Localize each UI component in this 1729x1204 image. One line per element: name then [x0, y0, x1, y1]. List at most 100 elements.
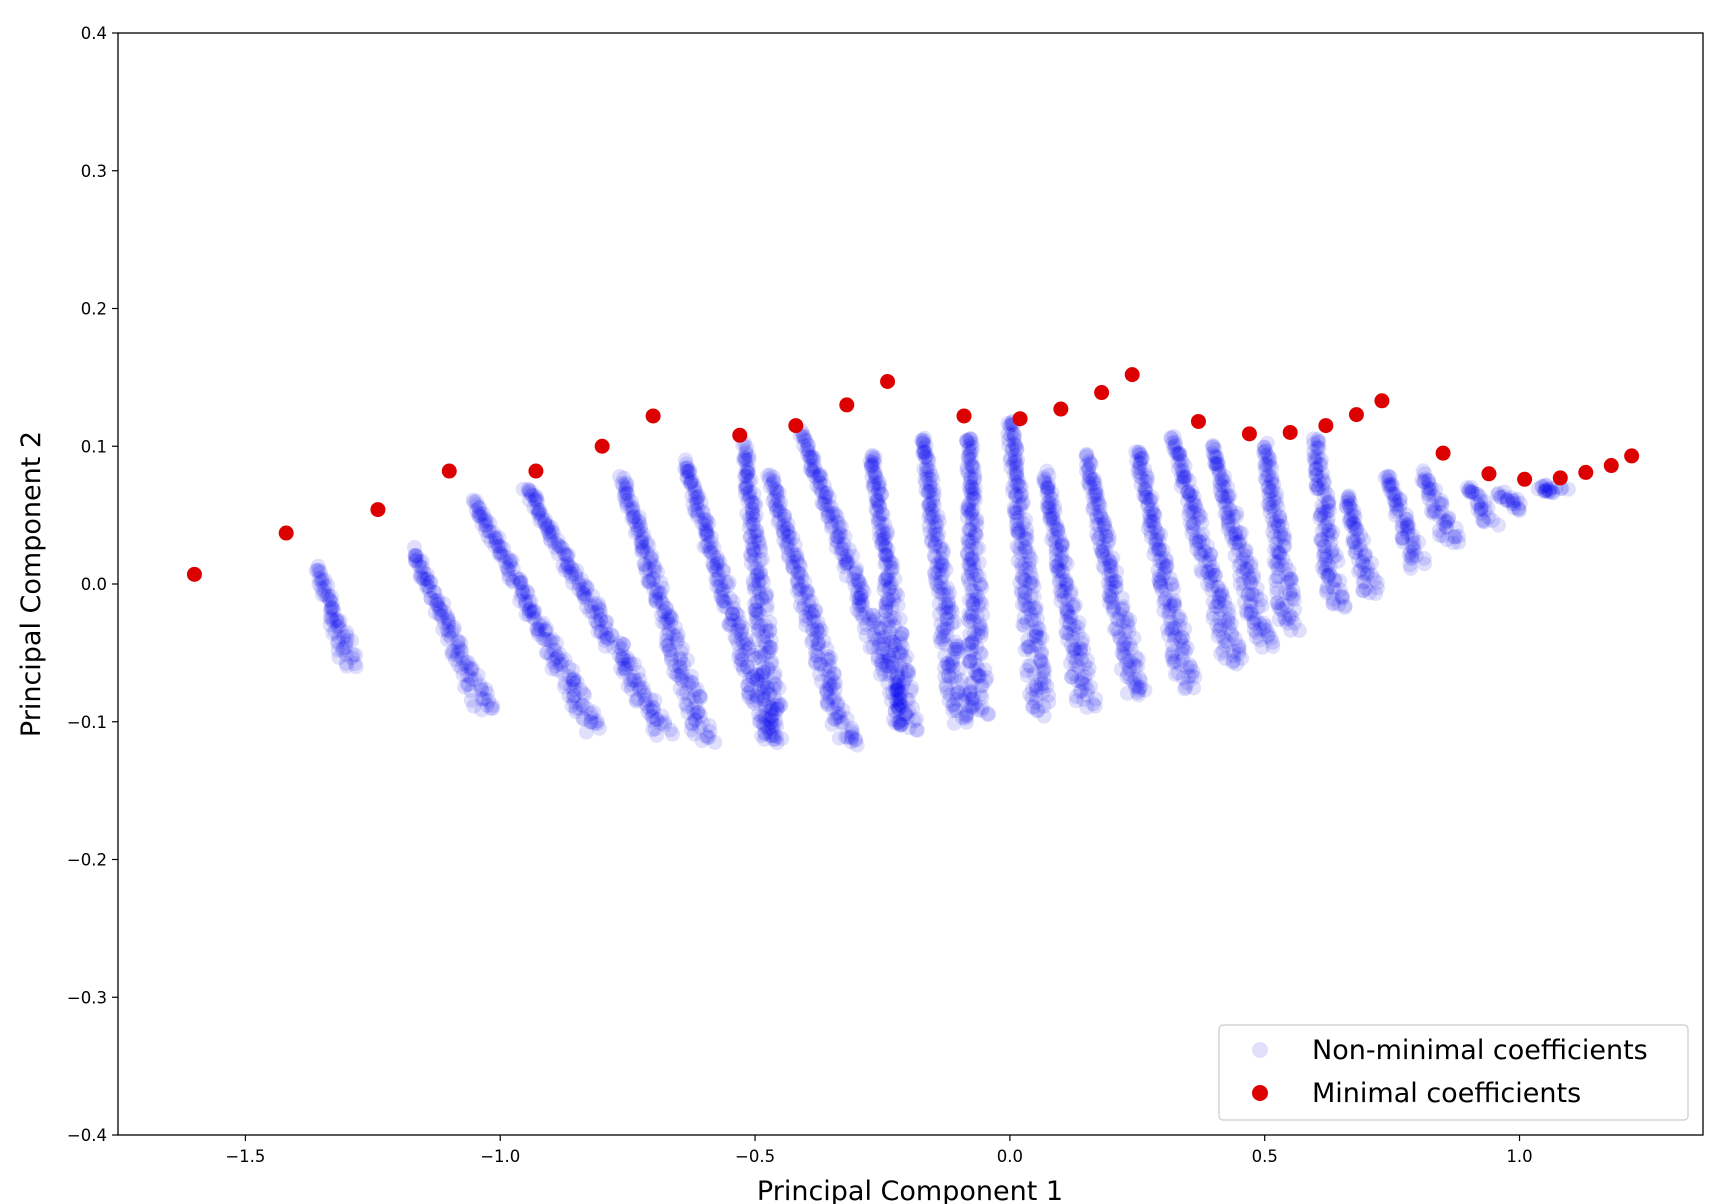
data-point-non-minimal [657, 604, 673, 620]
data-point-non-minimal [449, 647, 465, 663]
data-point-non-minimal [654, 708, 670, 724]
data-point-non-minimal [726, 612, 742, 628]
data-point-non-minimal [811, 467, 827, 483]
data-point-non-minimal [530, 626, 546, 642]
data-point-non-minimal [803, 458, 819, 474]
data-point-non-minimal [827, 711, 843, 727]
data-point-non-minimal [521, 607, 537, 623]
data-point-non-minimal [816, 633, 832, 649]
data-point-non-minimal [585, 604, 601, 620]
data-point-non-minimal [563, 566, 579, 582]
data-point-non-minimal [699, 526, 715, 542]
data-point-non-minimal [324, 609, 340, 625]
data-point-non-minimal [838, 552, 854, 568]
data-point-non-minimal [690, 506, 706, 522]
data-point-non-minimal [758, 637, 774, 653]
data-point-non-minimal [523, 487, 539, 503]
data-point-non-minimal [662, 722, 678, 738]
data-point-non-minimal [590, 616, 606, 632]
data-point-non-minimal [854, 581, 870, 597]
data-point-non-minimal [640, 573, 656, 589]
data-point-non-minimal [575, 710, 591, 726]
data-point-non-minimal [463, 662, 479, 678]
data-point-non-minimal [804, 604, 820, 620]
data-point-non-minimal [741, 510, 757, 526]
data-point-non-minimal [823, 650, 839, 666]
data-point-non-minimal [745, 541, 761, 557]
data-point-non-minimal [643, 550, 659, 566]
data-point-non-minimal [691, 719, 707, 735]
data-point-non-minimal [474, 516, 490, 532]
data-point-non-minimal [450, 639, 466, 655]
data-point-non-minimal [658, 637, 674, 653]
data-point-non-minimal [634, 544, 650, 560]
data-point-non-minimal [675, 685, 691, 701]
data-point-non-minimal [808, 602, 824, 618]
data-point-non-minimal [453, 641, 469, 657]
data-point-non-minimal [690, 501, 706, 517]
data-point-non-minimal [797, 432, 813, 448]
data-point-non-minimal [793, 590, 809, 606]
data-point-non-minimal [810, 641, 826, 657]
data-point-non-minimal [446, 643, 462, 659]
data-point-non-minimal [526, 500, 542, 516]
data-point-non-minimal [752, 585, 768, 601]
data-point-non-minimal [678, 685, 694, 701]
data-point-non-minimal [709, 549, 725, 565]
data-point-non-minimal [322, 617, 338, 633]
data-point-non-minimal [826, 665, 842, 681]
data-point-non-minimal [678, 696, 694, 712]
data-point-non-minimal [631, 513, 647, 529]
data-point-non-minimal [756, 647, 772, 663]
data-point-non-minimal [418, 579, 434, 595]
data-point-non-minimal [666, 657, 682, 673]
data-point-non-minimal [431, 606, 447, 622]
data-point-non-minimal [501, 570, 517, 586]
data-point-non-minimal [462, 669, 478, 685]
data-point-non-minimal [669, 635, 685, 651]
data-point-non-minimal [348, 659, 364, 675]
data-point-non-minimal [824, 716, 840, 732]
data-point-non-minimal [655, 580, 671, 596]
data-point-non-minimal [454, 650, 470, 666]
data-point-non-minimal [820, 649, 836, 665]
data-point-non-minimal [756, 718, 772, 734]
data-point-non-minimal [742, 672, 758, 688]
data-point-non-minimal [732, 615, 748, 631]
data-point-non-minimal [313, 574, 329, 590]
data-point-non-minimal [781, 528, 797, 544]
data-point-non-minimal [779, 521, 795, 537]
data-point-non-minimal [739, 659, 755, 675]
data-point-non-minimal [703, 534, 719, 550]
data-point-non-minimal [479, 517, 495, 533]
data-point-non-minimal [619, 477, 635, 493]
data-point-non-minimal [781, 534, 797, 550]
data-point-non-minimal [539, 645, 555, 661]
data-point-non-minimal [504, 552, 520, 568]
data-point-non-minimal [643, 551, 659, 567]
data-point-non-minimal [587, 613, 603, 629]
data-point-non-minimal [838, 554, 854, 570]
data-point-non-minimal [740, 678, 756, 694]
data-point-non-minimal [820, 668, 836, 684]
data-point-non-minimal [485, 524, 501, 540]
data-point-non-minimal [696, 512, 712, 528]
data-point-non-minimal [577, 687, 593, 703]
data-point-non-minimal [823, 499, 839, 515]
data-point-non-minimal [466, 698, 482, 714]
data-point-non-minimal [316, 583, 332, 599]
data-point-non-minimal [763, 653, 779, 669]
data-point-non-minimal [571, 582, 587, 598]
data-point-non-minimal [537, 622, 553, 638]
data-point-non-minimal [1178, 679, 1194, 695]
data-point-non-minimal [812, 620, 828, 636]
data-point-non-minimal [614, 476, 630, 492]
data-point-non-minimal [800, 447, 816, 463]
data-point-non-minimal [845, 548, 861, 564]
data-point-non-minimal [844, 723, 860, 739]
data-point-non-minimal [747, 498, 763, 514]
data-point-non-minimal [521, 482, 537, 498]
data-point-non-minimal [817, 490, 833, 506]
data-point-non-minimal [748, 508, 764, 524]
